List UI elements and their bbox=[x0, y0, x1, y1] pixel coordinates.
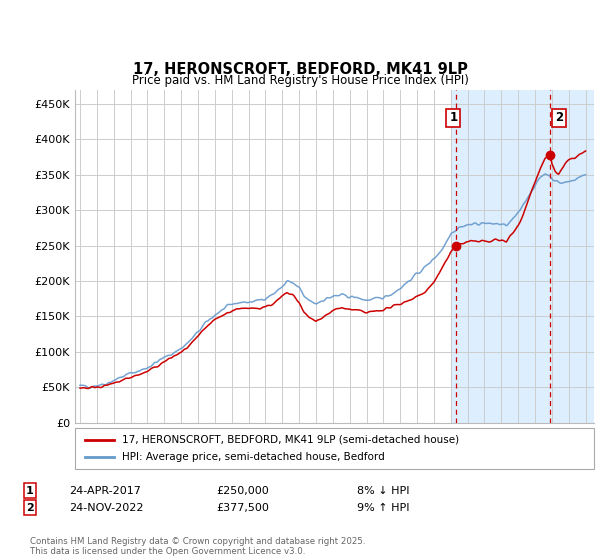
Text: 1: 1 bbox=[26, 486, 34, 496]
Bar bbox=[451, 90, 596, 423]
Text: HPI: Average price, semi-detached house, Bedford: HPI: Average price, semi-detached house,… bbox=[122, 452, 385, 463]
Text: 2: 2 bbox=[26, 503, 34, 513]
Text: 24-NOV-2022: 24-NOV-2022 bbox=[69, 503, 143, 513]
Text: £377,500: £377,500 bbox=[216, 503, 269, 513]
Text: 8% ↓ HPI: 8% ↓ HPI bbox=[357, 486, 409, 496]
Text: 17, HERONSCROFT, BEDFORD, MK41 9LP: 17, HERONSCROFT, BEDFORD, MK41 9LP bbox=[133, 62, 467, 77]
Text: 9% ↑ HPI: 9% ↑ HPI bbox=[357, 503, 409, 513]
Text: 2: 2 bbox=[556, 111, 563, 124]
Text: Price paid vs. HM Land Registry's House Price Index (HPI): Price paid vs. HM Land Registry's House … bbox=[131, 74, 469, 87]
Text: 17, HERONSCROFT, BEDFORD, MK41 9LP (semi-detached house): 17, HERONSCROFT, BEDFORD, MK41 9LP (semi… bbox=[122, 435, 459, 445]
Text: Contains HM Land Registry data © Crown copyright and database right 2025.
This d: Contains HM Land Registry data © Crown c… bbox=[30, 536, 365, 556]
Text: 1: 1 bbox=[449, 111, 457, 124]
FancyBboxPatch shape bbox=[75, 428, 594, 469]
Text: 24-APR-2017: 24-APR-2017 bbox=[69, 486, 141, 496]
Text: £250,000: £250,000 bbox=[216, 486, 269, 496]
